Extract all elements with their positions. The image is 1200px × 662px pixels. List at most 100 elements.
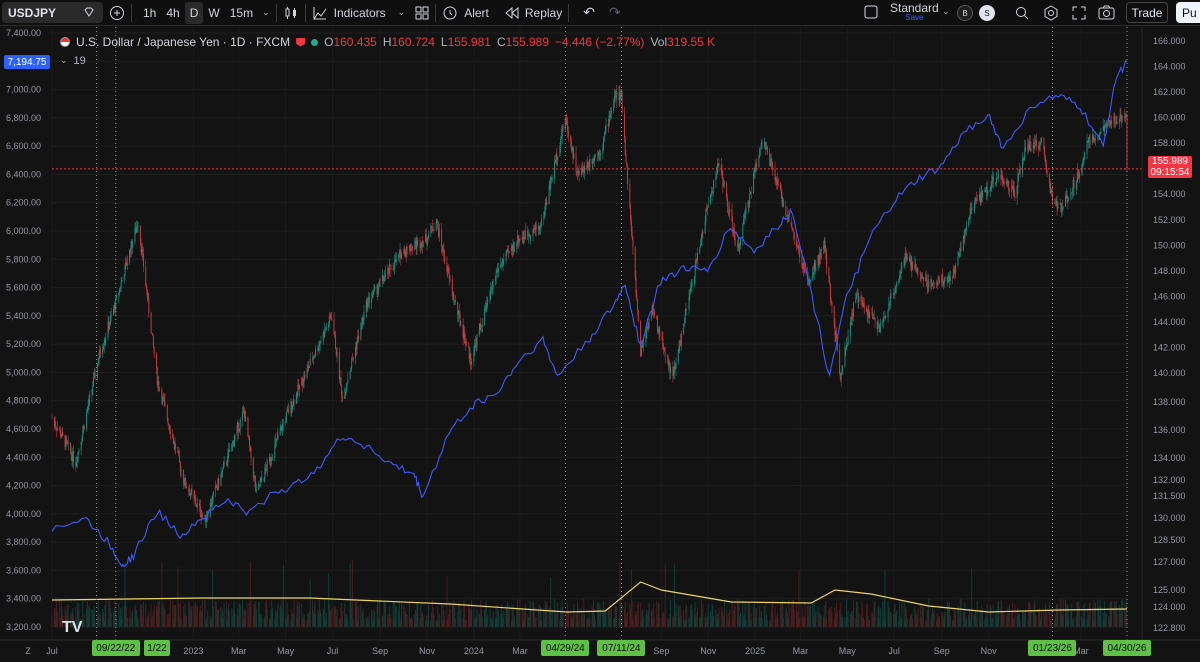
candle-body: [511, 245, 513, 251]
price-chart[interactable]: 7,400.007,200.007,000.006,800.006,600.00…: [0, 27, 1200, 662]
candles-icon[interactable]: [283, 5, 299, 21]
replay-icon[interactable]: [505, 6, 519, 19]
volume-bar: [164, 610, 166, 627]
volume-bar: [658, 602, 660, 627]
timeframe-15m[interactable]: 15m: [229, 5, 254, 20]
volume-bar: [943, 615, 945, 627]
candle-body: [616, 91, 618, 101]
candle-body: [1076, 179, 1078, 184]
indicators-icon[interactable]: [312, 5, 328, 21]
volume-bar: [786, 607, 788, 627]
layout-square-icon[interactable]: [864, 5, 878, 19]
volume-bar: [103, 620, 105, 627]
candle-body: [941, 274, 943, 283]
candle-body: [108, 321, 110, 329]
search-icon[interactable]: [1014, 5, 1030, 21]
volume-bar: [925, 620, 927, 627]
candle-body: [974, 199, 976, 208]
symbol-label: USDJPY: [8, 5, 57, 20]
candle-body: [882, 321, 884, 323]
indicators-collapse-toggle[interactable]: ⌄ 19: [60, 53, 92, 68]
volume-bar: [1086, 619, 1088, 627]
candle-body: [503, 260, 505, 261]
candle-body: [372, 289, 374, 296]
candle-body: [562, 125, 564, 130]
symbol-search[interactable]: USDJPY: [2, 2, 103, 23]
broker-s-button[interactable]: S: [979, 5, 995, 21]
candle-body: [474, 344, 476, 352]
timeframe-d[interactable]: D: [184, 1, 204, 24]
candle-body: [696, 252, 698, 261]
alert-clock-icon[interactable]: [442, 5, 458, 21]
volume-bar: [855, 617, 857, 627]
candle-body: [915, 270, 917, 272]
volume-bar: [204, 599, 206, 627]
trade-button[interactable]: Trade: [1126, 2, 1168, 23]
volume-bar: [623, 609, 625, 627]
volume-bar: [685, 604, 687, 627]
volume-bar: [467, 603, 469, 627]
candle-body: [618, 92, 620, 101]
chevron-down-icon[interactable]: ⌄: [942, 6, 950, 16]
candle-body: [535, 224, 537, 230]
redo-icon[interactable]: ↷: [608, 4, 621, 20]
candle-body: [872, 312, 874, 319]
alert-button[interactable]: Alert: [464, 5, 489, 20]
candle-body: [754, 167, 756, 173]
layout-grid-icon[interactable]: [415, 6, 429, 20]
candle-body: [1068, 199, 1070, 201]
chart-legend[interactable]: U.S. Dollar / Japanese Yen · 1D · FXCM O…: [60, 35, 715, 49]
volume-bar: [351, 608, 353, 627]
volume-bar: [783, 617, 785, 627]
volume-bar: [657, 603, 659, 627]
candle-body: [920, 275, 922, 276]
candle-body: [1077, 169, 1079, 180]
volume-bar: [1115, 600, 1117, 627]
candle-body: [543, 215, 545, 219]
volume-bar: [449, 609, 451, 627]
candle-body: [928, 279, 930, 288]
volume-bar: [1030, 610, 1032, 627]
candle-body: [641, 345, 643, 347]
timeframe-w[interactable]: W: [208, 5, 220, 20]
save-link[interactable]: Save: [905, 13, 924, 22]
chevron-down-icon[interactable]: ⌄: [397, 7, 406, 17]
indicators-button[interactable]: Indicators: [333, 5, 386, 20]
candle-body: [66, 441, 68, 444]
diamond-icon[interactable]: [83, 6, 95, 18]
layout-selector[interactable]: Standard Save: [890, 2, 939, 23]
candle-body: [540, 218, 542, 226]
volume-bar: [597, 602, 599, 627]
timeframe-1h[interactable]: 1h: [143, 5, 157, 20]
volume-bar: [836, 602, 838, 627]
volume-bar: [468, 607, 470, 627]
volume-bar: [629, 604, 631, 627]
candle-body: [1003, 180, 1005, 184]
volume-bar: [180, 618, 182, 627]
volume-bar: [93, 606, 95, 627]
replay-button[interactable]: Replay: [524, 5, 563, 20]
settings-gear-icon[interactable]: [1043, 5, 1059, 21]
volume-bar: [761, 618, 763, 627]
chevron-down-icon[interactable]: ⌄: [262, 7, 270, 17]
candle-body: [749, 192, 751, 194]
volume-bar: [293, 599, 295, 627]
volume-bar: [361, 612, 363, 627]
timeframe-4h[interactable]: 4h: [166, 5, 180, 20]
broker-b-button[interactable]: B: [957, 5, 973, 21]
undo-icon[interactable]: ↶: [583, 4, 595, 20]
candle-body: [371, 297, 373, 303]
candle-body: [507, 249, 509, 253]
publish-button[interactable]: Pu: [1176, 2, 1200, 23]
add-symbol-icon[interactable]: [109, 5, 125, 21]
volume-bar: [802, 617, 804, 627]
fullscreen-icon[interactable]: [1071, 5, 1087, 21]
volume-bar: [591, 605, 593, 627]
volume-bar: [626, 618, 628, 627]
camera-icon[interactable]: [1098, 5, 1115, 20]
alert-bell-icon[interactable]: [296, 37, 306, 47]
volume-bar: [718, 607, 720, 627]
volume-bar: [1126, 617, 1128, 627]
volume-bar: [107, 619, 109, 627]
candle-body: [233, 440, 235, 447]
